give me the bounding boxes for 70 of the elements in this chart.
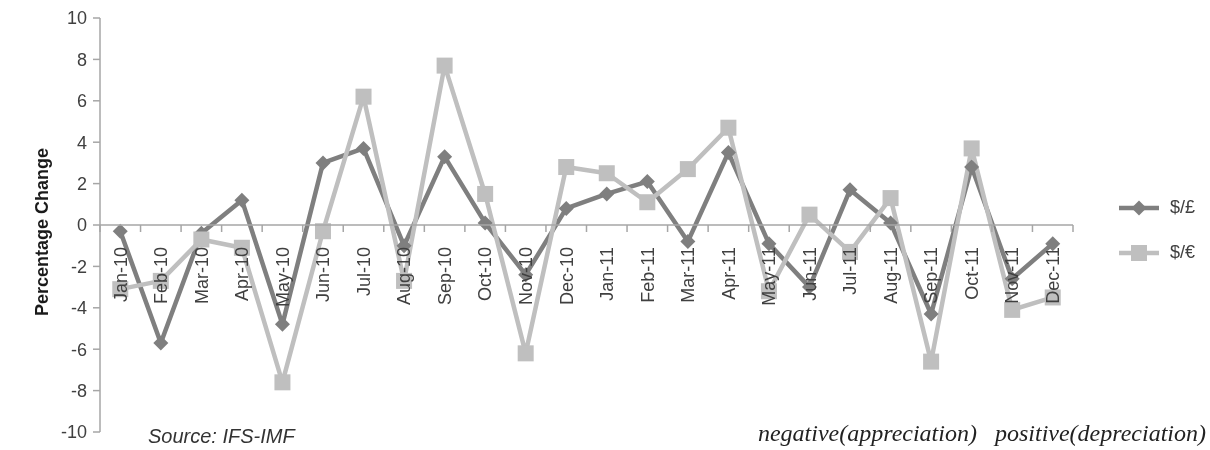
point: [153, 335, 169, 351]
point: [315, 155, 331, 171]
x-tick-label: Mar-11: [678, 247, 699, 303]
x-tick-label: Apr-10: [232, 247, 253, 302]
y-tick-label: -10: [60, 422, 87, 443]
point: [720, 119, 737, 136]
point: [963, 140, 980, 157]
x-tick-label: Oct-10: [475, 247, 496, 302]
x-tick-label: Sep-10: [434, 247, 455, 306]
x-tick-label: Mar-10: [191, 247, 212, 305]
point: [923, 306, 939, 322]
point: [964, 159, 980, 175]
x-tick-label: Jan-10: [110, 247, 131, 303]
x-tick-label: Dec-10: [556, 247, 577, 306]
x-tick-label: Nov-10: [515, 247, 536, 306]
annotation: positive(depreciation): [994, 420, 1206, 447]
x-tick-label: Oct-11: [961, 247, 982, 300]
x-tick-label: Nov-11: [1002, 247, 1023, 304]
y-tick-label: -6: [70, 339, 87, 360]
point: [923, 353, 940, 370]
point: [112, 223, 128, 239]
point: [598, 165, 615, 182]
point: [558, 200, 574, 216]
point: [436, 57, 453, 74]
legend-label: $/£: [1170, 197, 1196, 218]
point: [355, 88, 372, 105]
x-tick-label: Feb-11: [637, 247, 658, 303]
y-tick-label: -4: [70, 298, 87, 319]
x-tick-label: Sep-11: [921, 247, 942, 304]
point: [842, 182, 858, 198]
point: [558, 159, 575, 176]
point: [437, 149, 453, 165]
point: [193, 231, 210, 248]
point: [477, 185, 494, 202]
y-tick-label: -8: [70, 380, 87, 401]
point: [1004, 301, 1021, 318]
x-tick-label: Jan-11: [597, 247, 618, 301]
annotation: negative(appreciation): [757, 420, 977, 447]
point: [234, 192, 250, 208]
x-tick-label: Jul-10: [353, 247, 374, 297]
x-tick-label: May-10: [272, 247, 293, 308]
point: [679, 161, 696, 178]
x-tick-label: Aug-10: [394, 247, 415, 306]
y-tick-label: 10: [66, 8, 87, 29]
point: [882, 190, 899, 207]
point: [599, 186, 615, 202]
point: [274, 374, 291, 391]
x-tick-label: Jun-10: [313, 247, 334, 303]
x-tick-label: Jun-11: [799, 247, 820, 301]
point: [720, 145, 736, 161]
point: [356, 140, 372, 156]
x-tick-label: Dec-11: [1043, 247, 1064, 304]
y-tick-label: 6: [76, 91, 87, 112]
point: [639, 194, 656, 211]
y-tick-label: 2: [76, 173, 87, 194]
y-axis-title: Percentage Change: [32, 147, 53, 317]
annotation: Source: IFS-IMF: [148, 425, 295, 448]
point: [517, 345, 534, 362]
point: [801, 206, 818, 223]
x-tick-label: Apr-11: [718, 247, 739, 300]
y-tick-label: 0: [76, 215, 87, 236]
x-tick-label: Jul-11: [840, 247, 861, 295]
x-tick-label: Aug-11: [880, 247, 901, 304]
x-tick-label: May-11: [759, 247, 780, 306]
x-tick-label: Feb-10: [151, 247, 172, 305]
y-tick-label: 8: [76, 49, 87, 70]
y-tick-label: -2: [70, 256, 87, 277]
point: [639, 174, 655, 190]
y-tick-label: 4: [76, 132, 87, 153]
legend-label: $/€: [1170, 242, 1196, 263]
